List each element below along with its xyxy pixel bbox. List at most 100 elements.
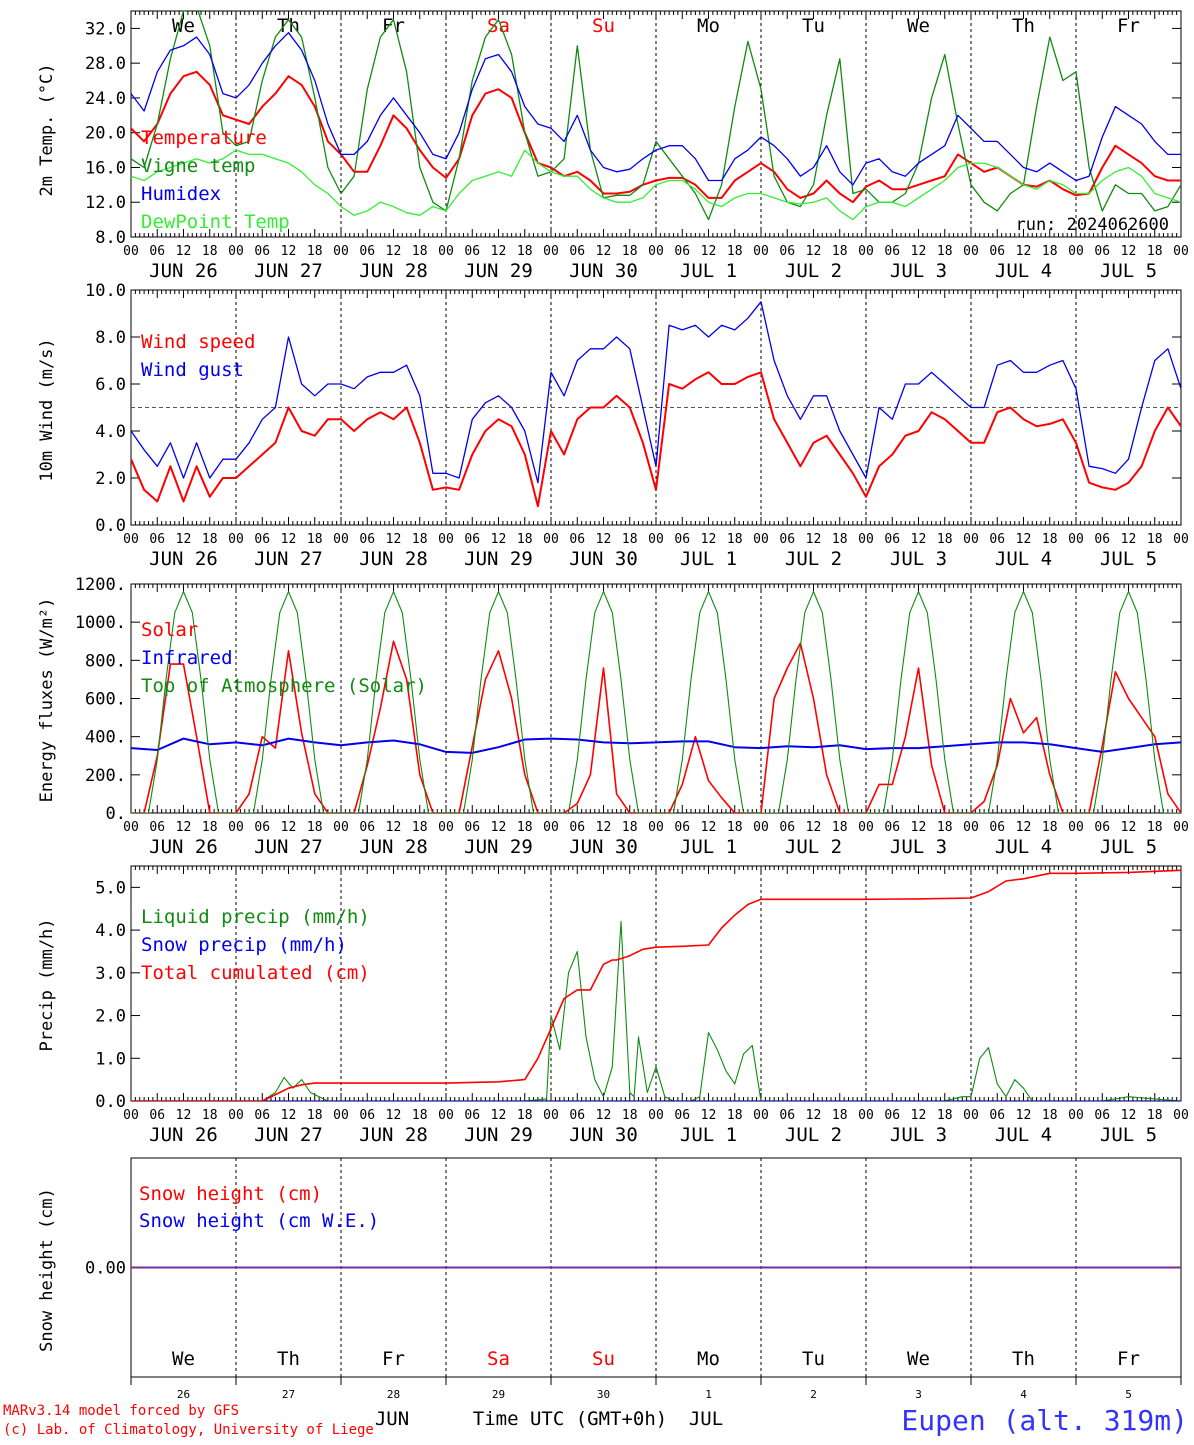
hour-tick-label: 00 [228,820,244,835]
hour-tick-label: 06 [254,820,270,835]
hour-tick-label: 18 [937,244,953,259]
date-tick-label: JUL 3 [890,1124,947,1146]
hour-tick-label: 00 [333,820,349,835]
date-tick-label: JUN 30 [569,1124,638,1146]
hour-tick-label: 06 [149,820,165,835]
hour-tick-label: 06 [989,532,1005,547]
hour-tick-label: 12 [281,820,297,835]
hour-tick-label: 12 [596,820,612,835]
hour-tick-label: 18 [202,532,218,547]
date-tick-label: JUN 29 [464,260,533,282]
hour-tick-label: 12 [806,820,822,835]
hour-tick-label: 18 [832,244,848,259]
run-annotation: run: 2024062600 [1015,215,1169,235]
hour-tick-label: 18 [412,1108,428,1123]
date-tick-label: JUN 27 [254,260,323,282]
hour-tick-label: 06 [884,1108,900,1123]
date-tick-label: JUL 5 [1100,836,1157,858]
day-number-label: 30 [597,1388,610,1401]
hour-tick-label: 18 [622,820,638,835]
hour-tick-label: 06 [989,244,1005,259]
hour-tick-label: 12 [281,532,297,547]
hour-tick-label: 18 [202,244,218,259]
hour-tick-label: 18 [622,532,638,547]
y-tick-label: 20.0 [85,124,126,144]
hour-tick-label: 00 [123,532,139,547]
hour-tick-label: 00 [753,244,769,259]
date-tick-label: JUL 3 [890,548,947,570]
date-tick-label: JUL 4 [995,1124,1052,1146]
hour-tick-label: 00 [858,244,874,259]
footer-month-jul: JUL [689,1408,723,1430]
hour-tick-label: 12 [1016,820,1032,835]
legend-entry: DewPoint Temp [141,211,290,233]
y-axis-label: 10m Wind (m/s) [37,338,57,481]
series-line-liquid-precip-mm-h [131,920,1181,1101]
hour-tick-label: 12 [911,1108,927,1123]
hour-tick-label: 18 [727,820,743,835]
hour-tick-label: 18 [1042,244,1058,259]
hour-tick-label: 06 [149,1108,165,1123]
legend-entry: Wind gust [141,359,244,381]
y-tick-label: 400. [85,728,126,748]
hour-tick-label: 00 [228,244,244,259]
hour-tick-label: 18 [307,1108,323,1123]
date-tick-label: JUL 4 [995,836,1052,858]
panel-5: 26 27 28 29 30 1 2 3 4 5 We Th Fr Sa Su Mo Tu We Th Fr 0.00 S… [37,1157,1182,1401]
hour-tick-label: 12 [911,820,927,835]
hour-tick-label: 12 [806,532,822,547]
date-tick-label: JUL 1 [680,1124,737,1146]
hour-tick-label: 06 [254,244,270,259]
date-tick-label: JUN 27 [254,548,323,570]
hour-tick-label: 00 [543,244,559,259]
legend-entry: Liquid precip (mm/h) [141,906,370,928]
legend-entry: Total cumulated (cm) [141,962,370,984]
hour-tick-label: 12 [1121,532,1137,547]
y-tick-label: 28.0 [85,54,126,74]
hour-tick-label: 00 [648,820,664,835]
footer-credit-line1: MARv3.14 model forced by GFS [3,1403,239,1419]
legend-entry: Vigne temp [141,155,255,177]
footer-station: Eupen (alt. 319m) [901,1404,1188,1437]
date-tick-label: JUN 28 [359,260,428,282]
y-axis-label: 2m Temp. (°C) [37,63,57,196]
hour-tick-label: 12 [806,244,822,259]
weekday-label: Sa [487,15,510,37]
hour-tick-label: 12 [1121,244,1137,259]
hour-tick-label: 12 [386,1108,402,1123]
hour-tick-label: 00 [963,532,979,547]
hour-tick-label: 18 [1042,820,1058,835]
hour-tick-label: 00 [963,820,979,835]
y-tick-label: 16.0 [85,158,126,178]
hour-tick-label: 18 [517,532,533,547]
date-tick-label: JUL 5 [1100,1124,1157,1146]
hour-tick-label: 12 [911,532,927,547]
hour-tick-label: 06 [254,532,270,547]
date-tick-label: JUL 4 [995,260,1052,282]
y-tick-label: 3.0 [95,964,126,984]
series-line-wind-speed [131,371,1181,508]
hour-tick-label: 00 [438,244,454,259]
hour-tick-label: 06 [1094,1108,1110,1123]
date-tick-label: JUN 30 [569,836,638,858]
day-number-label: 3 [915,1388,922,1401]
series-line-solar [131,640,1181,813]
hour-tick-label: 12 [701,244,717,259]
hour-tick-label: 18 [517,244,533,259]
y-tick-label: 2.0 [95,1007,126,1027]
date-tick-label: JUL 2 [785,1124,842,1146]
date-tick-label: JUN 30 [569,260,638,282]
date-tick-label: JUL 5 [1100,260,1157,282]
date-tick-label: JUL 1 [680,836,737,858]
y-tick-label: 0.00 [85,1259,126,1279]
hour-tick-label: 00 [648,1108,664,1123]
hour-tick-label: 06 [884,820,900,835]
hour-tick-label: 00 [753,1108,769,1123]
hour-tick-label: 18 [1147,532,1163,547]
legend-entry: Solar [141,619,198,641]
day-number-label: 28 [387,1388,400,1401]
legend-entry: Snow precip (mm/h) [141,934,347,956]
hour-tick-label: 00 [228,532,244,547]
hour-tick-label: 18 [622,244,638,259]
